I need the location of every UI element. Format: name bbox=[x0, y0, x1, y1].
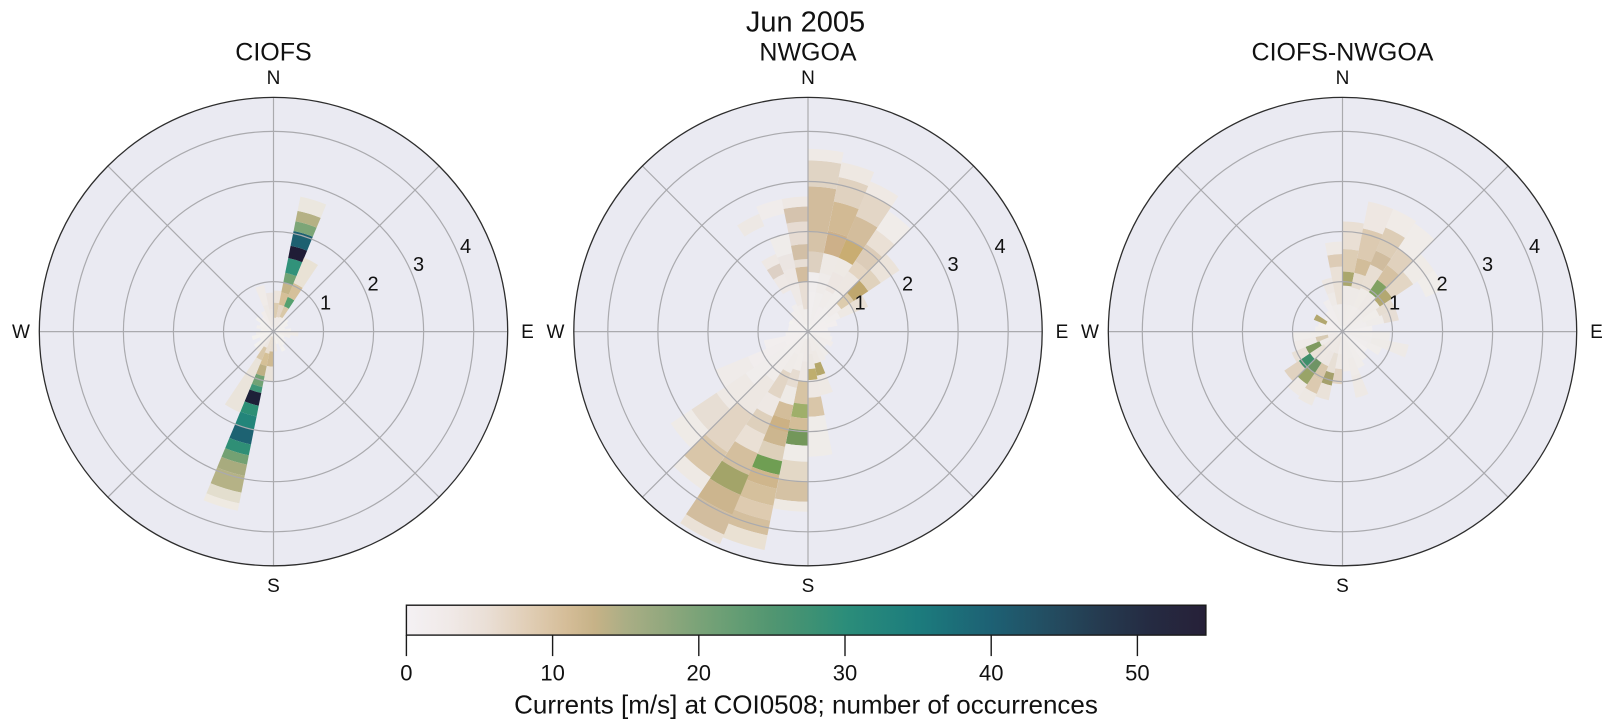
svg-text:W: W bbox=[12, 322, 30, 343]
svg-text:W: W bbox=[547, 322, 565, 343]
svg-text:E: E bbox=[1056, 322, 1069, 343]
svg-text:E: E bbox=[521, 322, 534, 343]
svg-text:10: 10 bbox=[540, 661, 564, 686]
svg-text:NWGOA: NWGOA bbox=[759, 39, 857, 67]
svg-text:30: 30 bbox=[833, 661, 857, 686]
svg-text:0: 0 bbox=[400, 661, 412, 686]
svg-text:40: 40 bbox=[979, 661, 1003, 686]
svg-text:2: 2 bbox=[368, 274, 379, 296]
svg-text:N: N bbox=[267, 68, 281, 89]
svg-text:50: 50 bbox=[1125, 661, 1149, 686]
svg-text:2: 2 bbox=[902, 274, 913, 296]
svg-text:3: 3 bbox=[1482, 254, 1493, 276]
svg-text:4: 4 bbox=[460, 236, 471, 258]
svg-text:CIOFS-NWGOA: CIOFS-NWGOA bbox=[1252, 39, 1434, 67]
svg-text:2: 2 bbox=[1437, 274, 1448, 296]
svg-text:W: W bbox=[1081, 322, 1099, 343]
svg-text:E: E bbox=[1590, 322, 1603, 343]
svg-text:1: 1 bbox=[320, 293, 331, 315]
svg-text:Jun 2005: Jun 2005 bbox=[746, 7, 865, 39]
svg-text:4: 4 bbox=[995, 236, 1006, 258]
svg-text:20: 20 bbox=[687, 661, 711, 686]
svg-text:1: 1 bbox=[855, 293, 866, 315]
svg-text:1: 1 bbox=[1389, 293, 1400, 315]
svg-text:S: S bbox=[802, 576, 815, 597]
svg-text:S: S bbox=[267, 576, 280, 597]
svg-text:3: 3 bbox=[413, 254, 424, 276]
svg-text:N: N bbox=[801, 68, 815, 89]
svg-text:N: N bbox=[1336, 68, 1350, 89]
svg-text:3: 3 bbox=[947, 254, 958, 276]
svg-text:CIOFS: CIOFS bbox=[235, 39, 311, 67]
svg-text:4: 4 bbox=[1529, 236, 1540, 258]
svg-text:S: S bbox=[1336, 576, 1349, 597]
svg-text:Currents [m/s] at COI0508; num: Currents [m/s] at COI0508; number of occ… bbox=[514, 690, 1098, 720]
